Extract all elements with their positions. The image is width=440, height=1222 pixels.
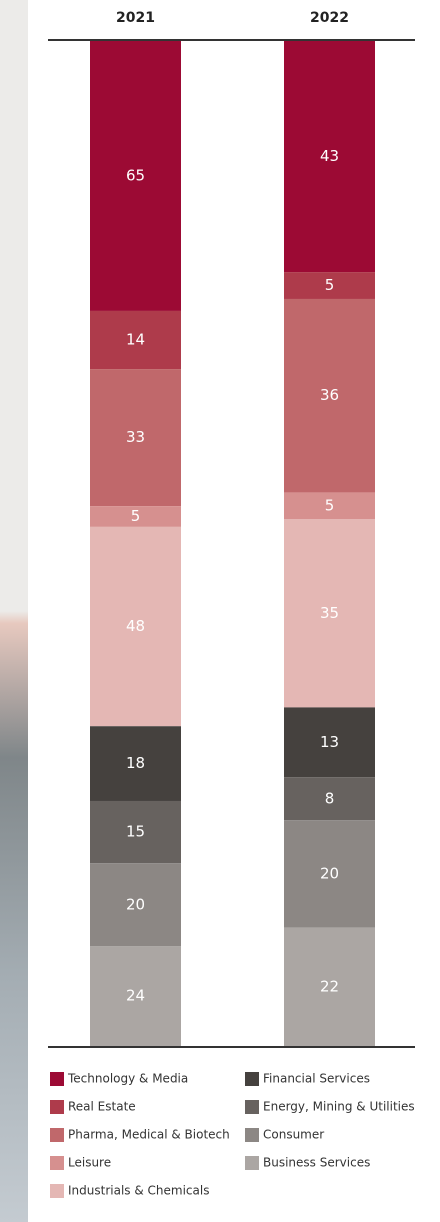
legend-swatch xyxy=(245,1128,259,1142)
data-label: 18 xyxy=(126,754,145,772)
data-label: 22 xyxy=(320,977,339,995)
data-label: 15 xyxy=(126,823,145,841)
data-label: 13 xyxy=(320,733,339,751)
legend-label: Real Estate xyxy=(68,1100,136,1114)
data-label: 48 xyxy=(126,617,145,635)
legend-label: Energy, Mining & Utilities xyxy=(263,1100,415,1114)
legend-swatch xyxy=(50,1184,64,1198)
legend-swatch xyxy=(50,1128,64,1142)
chart: 2021651433548181520242022435365351382022… xyxy=(0,0,440,1222)
legend-label: Industrials & Chemicals xyxy=(68,1184,209,1198)
data-label: 14 xyxy=(126,331,145,349)
legend-swatch xyxy=(245,1072,259,1086)
x-tick-label: 2021 xyxy=(116,10,155,26)
legend-label: Financial Services xyxy=(263,1072,370,1086)
legend-swatch xyxy=(50,1072,64,1086)
legend-swatch xyxy=(50,1156,64,1170)
x-tick-label: 2022 xyxy=(310,10,349,26)
legend-swatch xyxy=(245,1100,259,1114)
data-label: 35 xyxy=(320,604,339,622)
data-label: 43 xyxy=(320,147,339,165)
legend-swatch xyxy=(50,1100,64,1114)
data-label: 8 xyxy=(325,789,335,807)
data-label: 65 xyxy=(126,166,145,184)
data-label: 20 xyxy=(126,895,145,913)
data-label: 36 xyxy=(320,386,339,404)
background-photo xyxy=(0,0,28,1222)
data-label: 20 xyxy=(320,865,339,883)
legend-label: Consumer xyxy=(263,1128,324,1142)
legend-label: Technology & Media xyxy=(67,1072,188,1086)
data-label: 24 xyxy=(126,987,145,1005)
data-label: 5 xyxy=(131,507,141,525)
legend-swatch xyxy=(245,1156,259,1170)
data-label: 33 xyxy=(126,428,145,446)
legend-label: Leisure xyxy=(68,1156,111,1170)
legend-label: Business Services xyxy=(263,1156,370,1170)
data-label: 5 xyxy=(325,276,335,294)
data-label: 5 xyxy=(325,496,335,514)
legend-label: Pharma, Medical & Biotech xyxy=(68,1128,230,1142)
